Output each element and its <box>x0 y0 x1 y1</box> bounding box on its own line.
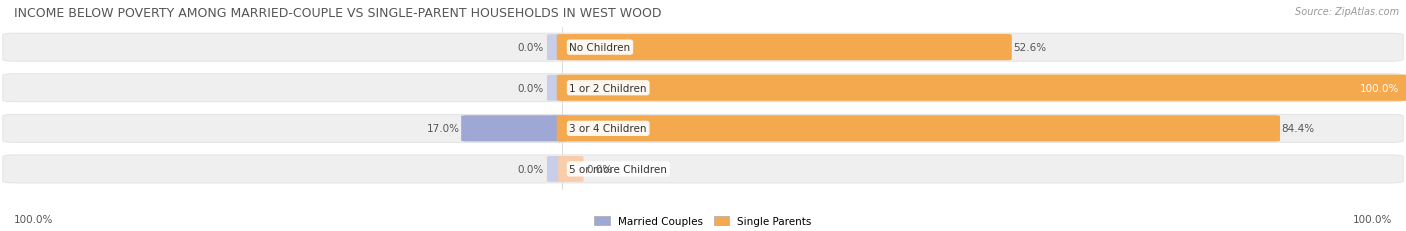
Text: 100.0%: 100.0% <box>14 214 53 225</box>
Text: No Children: No Children <box>569 43 630 53</box>
Text: 0.0%: 0.0% <box>517 43 544 53</box>
Text: 0.0%: 0.0% <box>517 164 544 174</box>
Text: Source: ZipAtlas.com: Source: ZipAtlas.com <box>1295 7 1399 17</box>
FancyBboxPatch shape <box>3 34 1403 62</box>
FancyBboxPatch shape <box>547 35 567 61</box>
FancyBboxPatch shape <box>3 74 1403 102</box>
FancyBboxPatch shape <box>557 35 1012 61</box>
Text: INCOME BELOW POVERTY AMONG MARRIED-COUPLE VS SINGLE-PARENT HOUSEHOLDS IN WEST WO: INCOME BELOW POVERTY AMONG MARRIED-COUPL… <box>14 7 662 20</box>
Text: 0.0%: 0.0% <box>586 164 613 174</box>
Text: 52.6%: 52.6% <box>1014 43 1046 53</box>
Text: 1 or 2 Children: 1 or 2 Children <box>569 83 647 93</box>
FancyBboxPatch shape <box>547 76 567 101</box>
FancyBboxPatch shape <box>3 115 1403 143</box>
Text: 3 or 4 Children: 3 or 4 Children <box>569 124 647 134</box>
Text: 17.0%: 17.0% <box>427 124 460 134</box>
FancyBboxPatch shape <box>558 156 583 182</box>
Legend: Married Couples, Single Parents: Married Couples, Single Parents <box>595 216 811 226</box>
FancyBboxPatch shape <box>3 155 1403 183</box>
Text: 100.0%: 100.0% <box>1360 83 1399 93</box>
FancyBboxPatch shape <box>461 116 568 142</box>
Text: 5 or more Children: 5 or more Children <box>569 164 668 174</box>
FancyBboxPatch shape <box>557 116 1279 142</box>
FancyBboxPatch shape <box>547 156 567 182</box>
Text: 0.0%: 0.0% <box>517 83 544 93</box>
Text: 100.0%: 100.0% <box>1353 214 1392 225</box>
FancyBboxPatch shape <box>557 75 1406 101</box>
Text: 84.4%: 84.4% <box>1281 124 1315 134</box>
